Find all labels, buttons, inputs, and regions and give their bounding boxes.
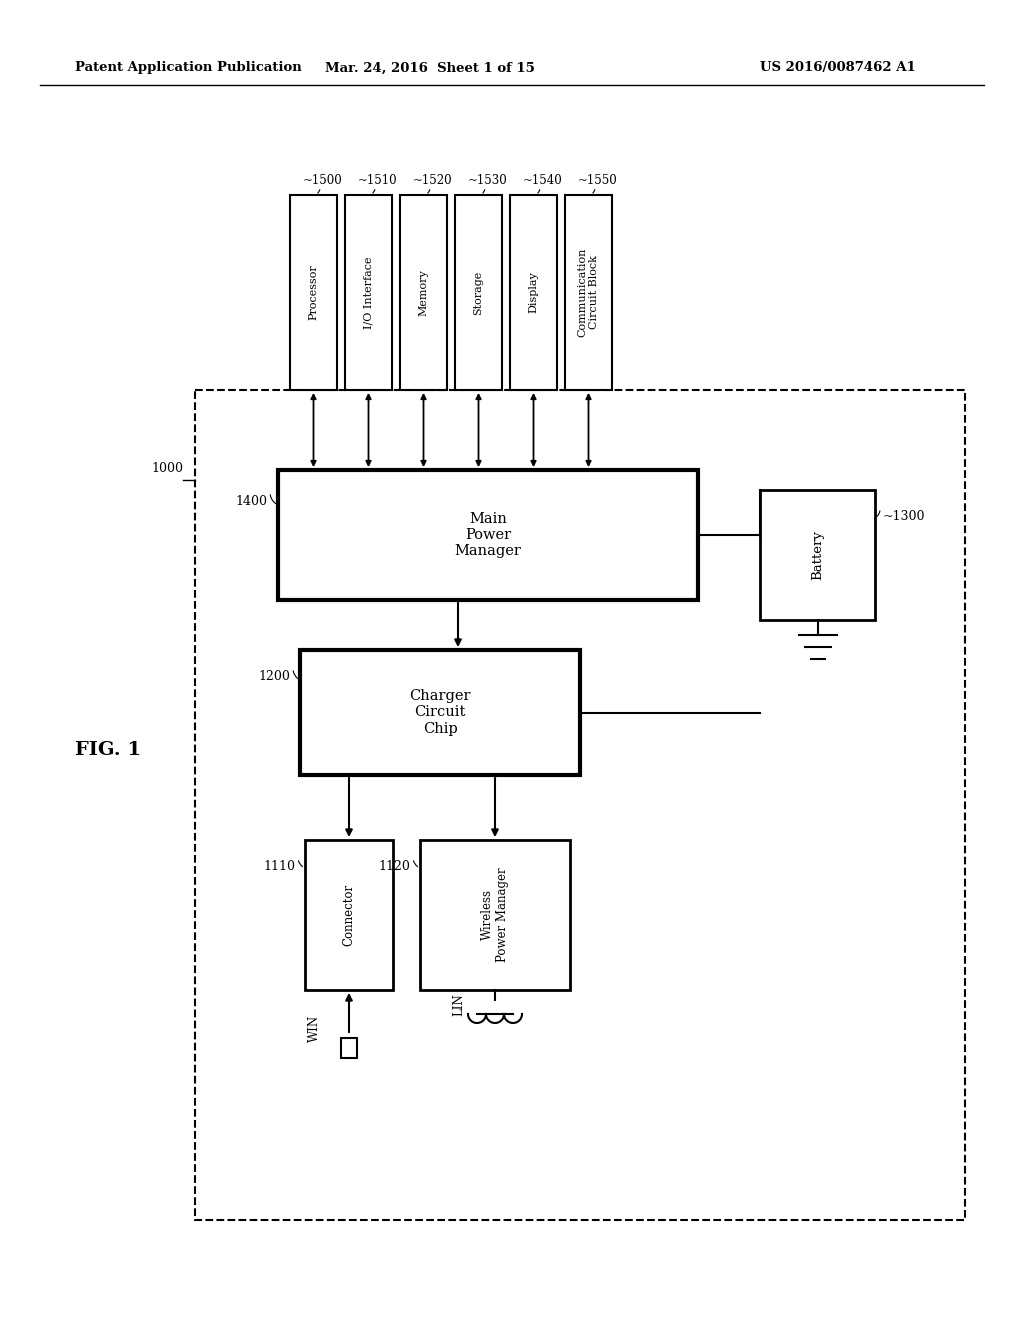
Text: I/O Interface: I/O Interface bbox=[364, 256, 374, 329]
Bar bbox=[290, 195, 337, 389]
Text: ~1510: ~1510 bbox=[358, 174, 397, 187]
Text: Patent Application Publication: Patent Application Publication bbox=[75, 62, 302, 74]
Text: 1120: 1120 bbox=[378, 861, 410, 873]
Text: Charger
Circuit
Chip: Charger Circuit Chip bbox=[410, 689, 471, 735]
Text: Communication
Circuit Block: Communication Circuit Block bbox=[578, 248, 599, 337]
Bar bbox=[341, 1038, 357, 1059]
Text: Storage: Storage bbox=[473, 271, 483, 314]
Bar bbox=[565, 195, 612, 389]
Bar bbox=[305, 840, 393, 990]
Text: ~1550: ~1550 bbox=[578, 174, 617, 187]
Bar bbox=[760, 490, 874, 620]
Text: LIN: LIN bbox=[452, 994, 465, 1016]
Bar bbox=[345, 195, 392, 389]
Text: 1200: 1200 bbox=[258, 671, 290, 682]
Bar bbox=[195, 389, 965, 1220]
Bar bbox=[300, 649, 580, 775]
Text: Display: Display bbox=[528, 272, 539, 313]
Bar bbox=[420, 840, 570, 990]
Text: ~1300: ~1300 bbox=[883, 510, 926, 523]
Text: 1000: 1000 bbox=[151, 462, 183, 475]
Text: Wireless
Power Manager: Wireless Power Manager bbox=[481, 867, 509, 962]
Text: Memory: Memory bbox=[419, 269, 428, 315]
Text: FIG. 1: FIG. 1 bbox=[75, 741, 141, 759]
Text: Connector: Connector bbox=[342, 884, 355, 946]
Bar bbox=[400, 195, 447, 389]
Text: US 2016/0087462 A1: US 2016/0087462 A1 bbox=[760, 62, 915, 74]
Text: WIN: WIN bbox=[308, 1015, 321, 1041]
Bar bbox=[510, 195, 557, 389]
Bar bbox=[278, 470, 698, 601]
Text: Main
Power
Manager: Main Power Manager bbox=[455, 512, 521, 558]
Text: Mar. 24, 2016  Sheet 1 of 15: Mar. 24, 2016 Sheet 1 of 15 bbox=[325, 62, 535, 74]
Text: ~1500: ~1500 bbox=[303, 174, 343, 187]
Text: ~1540: ~1540 bbox=[523, 174, 563, 187]
Text: ~1520: ~1520 bbox=[413, 174, 453, 187]
Bar bbox=[455, 195, 502, 389]
Text: Processor: Processor bbox=[308, 264, 318, 321]
Text: 1110: 1110 bbox=[263, 861, 295, 873]
Text: 1400: 1400 bbox=[234, 495, 267, 508]
Text: ~1530: ~1530 bbox=[468, 174, 508, 187]
Text: Battery: Battery bbox=[811, 531, 824, 579]
